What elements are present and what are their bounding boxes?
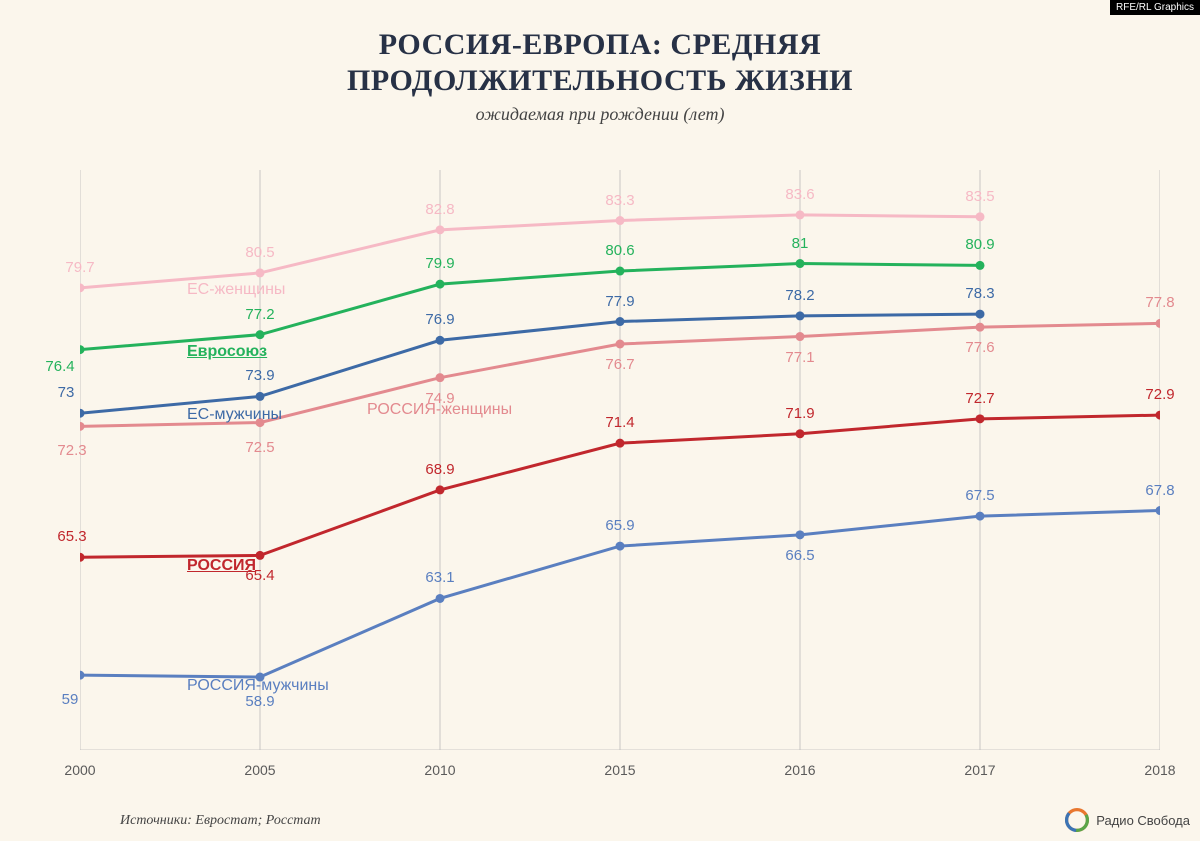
data-point-label: 71.4 [605,414,634,431]
data-point-label: 83.6 [785,186,814,203]
data-point-label: 65.3 [57,528,86,545]
data-point-label: 67.5 [965,487,994,504]
x-axis-label: 2010 [424,762,455,778]
data-point-label: 59 [62,691,79,708]
series-label: РОССИЯ [187,557,256,575]
credit-badge: RFE/RL Graphics [1110,0,1200,15]
data-point-label: 72.7 [965,390,994,407]
data-point-label: 67.8 [1145,482,1174,499]
data-point-label: 63.1 [425,569,454,586]
data-point-label: 81 [792,235,809,252]
data-point-label: 77.8 [1145,294,1174,311]
data-point-label: 80.6 [605,242,634,259]
data-point-label: 76.9 [425,311,454,328]
series-label: Евросоюз [187,343,267,361]
data-point-label: 77.2 [245,306,274,323]
data-point-label: 80.5 [245,244,274,261]
x-axis-label: 2000 [64,762,95,778]
x-axis-label: 2017 [964,762,995,778]
series-label: ЕС-мужчины [187,406,282,424]
data-point-label: 72.5 [245,439,274,456]
data-point-label: 68.9 [425,461,454,478]
data-point-label: 82.8 [425,201,454,218]
x-axis-label: 2005 [244,762,275,778]
data-point-label: 78.3 [965,285,994,302]
data-point-label: 76.7 [605,356,634,373]
x-axis-label: 2016 [784,762,815,778]
data-point-label: 73 [58,384,75,401]
data-point-label: 77.6 [965,339,994,356]
source-text: Источники: Евростат; Росстат [120,813,321,829]
data-point-label: 72.3 [57,442,86,459]
data-point-label: 71.9 [785,405,814,422]
data-point-label: 73.9 [245,367,274,384]
data-point-label: 72.9 [1145,386,1174,403]
chart-title-line1: РОССИЯ-ЕВРОПА: СРЕДНЯЯ [0,28,1200,62]
data-point-label: 77.9 [605,293,634,310]
data-point-label: 79.7 [65,259,94,276]
data-point-label: 80.9 [965,236,994,253]
chart-title-line2: ПРОДОЛЖИТЕЛЬНОСТЬ ЖИЗНИ [0,64,1200,98]
plot-area: 79.780.582.883.383.683.5ЕС-женщины76.477… [80,170,1160,750]
data-point-label: 83.3 [605,192,634,209]
data-point-label: 58.9 [245,693,274,710]
data-point-label: 83.5 [965,188,994,205]
x-axis-label: 2018 [1144,762,1175,778]
data-point-label: 65.9 [605,517,634,534]
x-axis-label: 2015 [604,762,635,778]
chart-subtitle: ожидаемая при рождении (лет) [0,104,1200,125]
brand-logo: Радио Свобода [1064,807,1190,833]
data-point-label: 66.5 [785,547,814,564]
series-label: РОССИЯ-женщины [367,401,512,419]
chart-container: RFE/RL Graphics РОССИЯ-ЕВРОПА: СРЕДНЯЯ П… [0,0,1200,841]
data-point-label: 79.9 [425,255,454,272]
brand-text: Радио Свобода [1096,813,1190,828]
series-label: РОССИЯ-мужчины [187,677,329,695]
data-point-label: 76.4 [45,358,74,375]
series-label: ЕС-женщины [187,281,285,299]
data-point-label: 78.2 [785,287,814,304]
brand-icon [1064,807,1090,833]
data-point-label: 77.1 [785,349,814,366]
